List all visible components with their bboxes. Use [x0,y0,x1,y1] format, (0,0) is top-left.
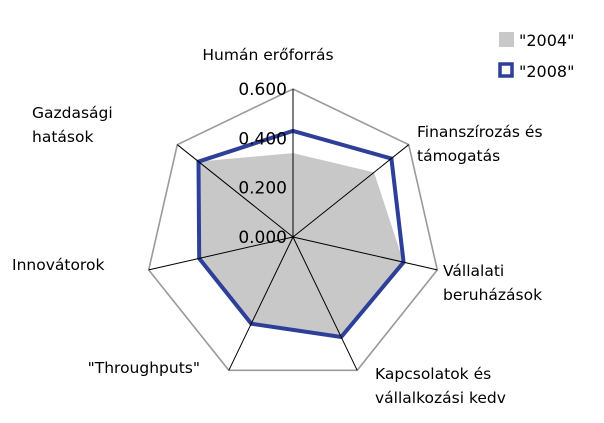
category-label: Kapcsolatok és vállalkozási kedv [375,365,506,407]
radar-spoke [176,144,294,238]
legend-swatch-2008 [498,62,514,78]
radar-spoke [148,236,294,271]
radial-tick-label: 0.200 [238,179,287,199]
series-2008-line [196,128,406,340]
radial-tick-labels: 0.000 0.200 0.400 0.600 [238,80,287,248]
radar-spoke [228,236,294,371]
category-label: Humán erőforrás [202,46,333,64]
radar-spokes [148,89,438,371]
series-2004-area [198,153,404,337]
radial-tick-label: 0.600 [238,80,287,100]
radial-tick-label: 0.400 [238,129,287,149]
legend-label-2008: "2008" [519,62,574,81]
radar-series [196,128,406,340]
radar-spoke [292,144,410,238]
legend-swatch-2004 [499,32,514,47]
category-label: "Throughputs" [88,359,200,377]
category-label: Gazdasági hatások [32,104,113,146]
radar-spoke [292,236,438,271]
radar-grid [147,88,439,372]
radar-spoke [292,236,358,371]
legend-label-2004: "2004" [519,31,574,50]
category-labels: Humán erőforrás Finanszírozás és támogatás… [12,46,543,407]
category-label: Finanszírozás és támogatás [417,123,543,165]
category-label: Vállalati beruházások [443,262,542,304]
category-label: Innovátorok [12,256,104,274]
radial-tick-label: 0.000 [238,228,287,248]
radar-outer-ring [147,88,439,372]
legend: "2004" "2008" [498,31,574,81]
